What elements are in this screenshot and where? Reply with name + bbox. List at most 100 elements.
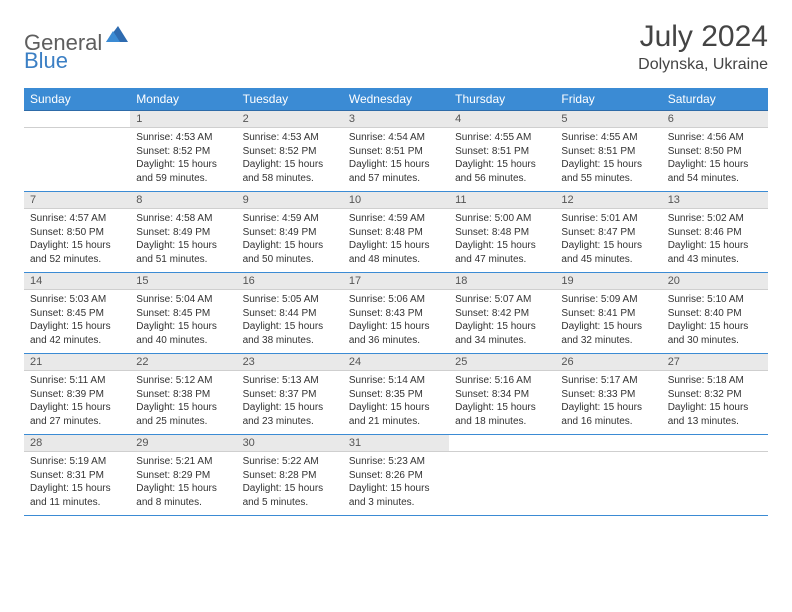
sunset-text: Sunset: 8:26 PM bbox=[349, 469, 443, 483]
daylight-text-2: and 40 minutes. bbox=[136, 334, 230, 348]
sunset-text: Sunset: 8:35 PM bbox=[349, 388, 443, 402]
sunset-text: Sunset: 8:32 PM bbox=[668, 388, 762, 402]
weekday-header: Tuesday bbox=[237, 88, 343, 111]
daylight-text-1: Daylight: 15 hours bbox=[136, 158, 230, 172]
day-number-row: 28293031 bbox=[24, 435, 768, 452]
day-detail-cell: Sunrise: 5:04 AMSunset: 8:45 PMDaylight:… bbox=[130, 290, 236, 354]
daylight-text-2: and 13 minutes. bbox=[668, 415, 762, 429]
day-detail-cell: Sunrise: 5:23 AMSunset: 8:26 PMDaylight:… bbox=[343, 452, 449, 516]
sunset-text: Sunset: 8:49 PM bbox=[243, 226, 337, 240]
daylight-text-2: and 51 minutes. bbox=[136, 253, 230, 267]
day-detail-cell bbox=[662, 452, 768, 516]
day-number-cell: 31 bbox=[343, 435, 449, 452]
sunrise-text: Sunrise: 5:13 AM bbox=[243, 374, 337, 388]
daylight-text-1: Daylight: 15 hours bbox=[243, 482, 337, 496]
daylight-text-1: Daylight: 15 hours bbox=[349, 401, 443, 415]
daylight-text-2: and 30 minutes. bbox=[668, 334, 762, 348]
day-detail-cell: Sunrise: 5:09 AMSunset: 8:41 PMDaylight:… bbox=[555, 290, 661, 354]
daylight-text-2: and 36 minutes. bbox=[349, 334, 443, 348]
day-number-cell: 27 bbox=[662, 354, 768, 371]
day-number-cell: 7 bbox=[24, 192, 130, 209]
daylight-text-1: Daylight: 15 hours bbox=[561, 320, 655, 334]
day-detail-cell: Sunrise: 5:19 AMSunset: 8:31 PMDaylight:… bbox=[24, 452, 130, 516]
sunrise-text: Sunrise: 5:07 AM bbox=[455, 293, 549, 307]
daylight-text-2: and 5 minutes. bbox=[243, 496, 337, 510]
day-detail-cell bbox=[449, 452, 555, 516]
sunrise-text: Sunrise: 5:12 AM bbox=[136, 374, 230, 388]
sunrise-text: Sunrise: 5:11 AM bbox=[30, 374, 124, 388]
sunrise-text: Sunrise: 4:58 AM bbox=[136, 212, 230, 226]
sunset-text: Sunset: 8:47 PM bbox=[561, 226, 655, 240]
day-number-cell: 26 bbox=[555, 354, 661, 371]
sunset-text: Sunset: 8:33 PM bbox=[561, 388, 655, 402]
day-detail-cell: Sunrise: 5:13 AMSunset: 8:37 PMDaylight:… bbox=[237, 371, 343, 435]
sunrise-text: Sunrise: 4:59 AM bbox=[349, 212, 443, 226]
daylight-text-1: Daylight: 15 hours bbox=[243, 320, 337, 334]
daylight-text-1: Daylight: 15 hours bbox=[349, 482, 443, 496]
daylight-text-1: Daylight: 15 hours bbox=[136, 320, 230, 334]
day-number-cell: 1 bbox=[130, 111, 236, 128]
sunrise-text: Sunrise: 5:03 AM bbox=[30, 293, 124, 307]
day-number-cell: 2 bbox=[237, 111, 343, 128]
day-detail-cell: Sunrise: 5:07 AMSunset: 8:42 PMDaylight:… bbox=[449, 290, 555, 354]
day-number-cell: 20 bbox=[662, 273, 768, 290]
sunset-text: Sunset: 8:31 PM bbox=[30, 469, 124, 483]
sunrise-text: Sunrise: 4:59 AM bbox=[243, 212, 337, 226]
sunrise-text: Sunrise: 4:53 AM bbox=[136, 131, 230, 145]
daylight-text-2: and 45 minutes. bbox=[561, 253, 655, 267]
day-number-cell: 22 bbox=[130, 354, 236, 371]
day-detail-cell: Sunrise: 5:14 AMSunset: 8:35 PMDaylight:… bbox=[343, 371, 449, 435]
daylight-text-1: Daylight: 15 hours bbox=[668, 401, 762, 415]
sunrise-text: Sunrise: 5:16 AM bbox=[455, 374, 549, 388]
day-number-row: 14151617181920 bbox=[24, 273, 768, 290]
day-detail-cell: Sunrise: 4:55 AMSunset: 8:51 PMDaylight:… bbox=[555, 128, 661, 192]
sunrise-text: Sunrise: 5:14 AM bbox=[349, 374, 443, 388]
sunrise-text: Sunrise: 5:02 AM bbox=[668, 212, 762, 226]
daylight-text-2: and 52 minutes. bbox=[30, 253, 124, 267]
day-detail-cell: Sunrise: 4:57 AMSunset: 8:50 PMDaylight:… bbox=[24, 209, 130, 273]
day-number-cell: 14 bbox=[24, 273, 130, 290]
sunrise-text: Sunrise: 5:09 AM bbox=[561, 293, 655, 307]
sunrise-text: Sunrise: 4:54 AM bbox=[349, 131, 443, 145]
day-number-row: 123456 bbox=[24, 111, 768, 128]
daylight-text-1: Daylight: 15 hours bbox=[30, 320, 124, 334]
daylight-text-2: and 48 minutes. bbox=[349, 253, 443, 267]
sunset-text: Sunset: 8:28 PM bbox=[243, 469, 337, 483]
daylight-text-2: and 21 minutes. bbox=[349, 415, 443, 429]
day-number-cell bbox=[449, 435, 555, 452]
day-number-cell: 25 bbox=[449, 354, 555, 371]
daylight-text-2: and 38 minutes. bbox=[243, 334, 337, 348]
daylight-text-1: Daylight: 15 hours bbox=[30, 401, 124, 415]
day-number-cell: 23 bbox=[237, 354, 343, 371]
daylight-text-2: and 42 minutes. bbox=[30, 334, 124, 348]
daylight-text-1: Daylight: 15 hours bbox=[349, 239, 443, 253]
daylight-text-1: Daylight: 15 hours bbox=[561, 239, 655, 253]
day-number-cell: 6 bbox=[662, 111, 768, 128]
sunrise-text: Sunrise: 5:22 AM bbox=[243, 455, 337, 469]
daylight-text-1: Daylight: 15 hours bbox=[455, 158, 549, 172]
daylight-text-2: and 18 minutes. bbox=[455, 415, 549, 429]
day-number-cell: 4 bbox=[449, 111, 555, 128]
sunrise-text: Sunrise: 4:55 AM bbox=[561, 131, 655, 145]
day-detail-cell: Sunrise: 4:54 AMSunset: 8:51 PMDaylight:… bbox=[343, 128, 449, 192]
daylight-text-1: Daylight: 15 hours bbox=[668, 158, 762, 172]
sunset-text: Sunset: 8:42 PM bbox=[455, 307, 549, 321]
daylight-text-2: and 47 minutes. bbox=[455, 253, 549, 267]
sunrise-text: Sunrise: 5:10 AM bbox=[668, 293, 762, 307]
day-number-cell: 13 bbox=[662, 192, 768, 209]
day-number-cell: 9 bbox=[237, 192, 343, 209]
daylight-text-1: Daylight: 15 hours bbox=[349, 158, 443, 172]
day-number-cell: 18 bbox=[449, 273, 555, 290]
logo-line2: Blue bbox=[24, 48, 68, 74]
day-detail-cell: Sunrise: 5:16 AMSunset: 8:34 PMDaylight:… bbox=[449, 371, 555, 435]
daylight-text-1: Daylight: 15 hours bbox=[136, 482, 230, 496]
day-detail-cell: Sunrise: 4:59 AMSunset: 8:48 PMDaylight:… bbox=[343, 209, 449, 273]
day-detail-cell: Sunrise: 5:10 AMSunset: 8:40 PMDaylight:… bbox=[662, 290, 768, 354]
sunset-text: Sunset: 8:50 PM bbox=[30, 226, 124, 240]
sunrise-text: Sunrise: 5:06 AM bbox=[349, 293, 443, 307]
sunrise-text: Sunrise: 4:57 AM bbox=[30, 212, 124, 226]
day-number-cell: 21 bbox=[24, 354, 130, 371]
weekday-header: Friday bbox=[555, 88, 661, 111]
weekday-header: Sunday bbox=[24, 88, 130, 111]
day-number-cell: 28 bbox=[24, 435, 130, 452]
